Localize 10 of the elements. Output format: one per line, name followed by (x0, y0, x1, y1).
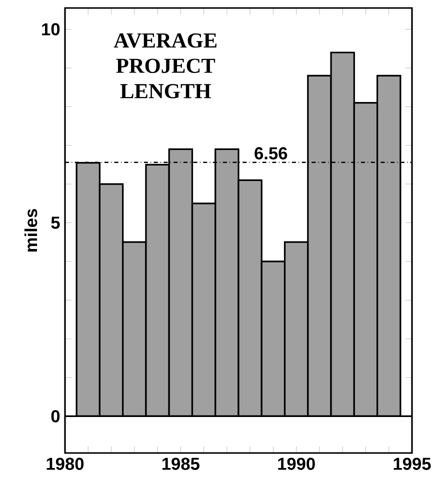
y-tick-label: 10 (42, 23, 60, 36)
x-tick-label: 1995 (394, 458, 431, 470)
text: AVERAGE PROJECT LENGTH (114, 33, 216, 98)
x-tick-label: 1980 (46, 458, 84, 470)
x-tick-label: 1985 (162, 458, 200, 470)
ref-line-label: 6.56 (254, 147, 288, 160)
y-tick-label: 0 (51, 410, 60, 422)
x-tick-label: 1990 (278, 458, 315, 470)
y-tick-label: 5 (51, 216, 60, 229)
y-axis-title: miles (24, 209, 38, 252)
